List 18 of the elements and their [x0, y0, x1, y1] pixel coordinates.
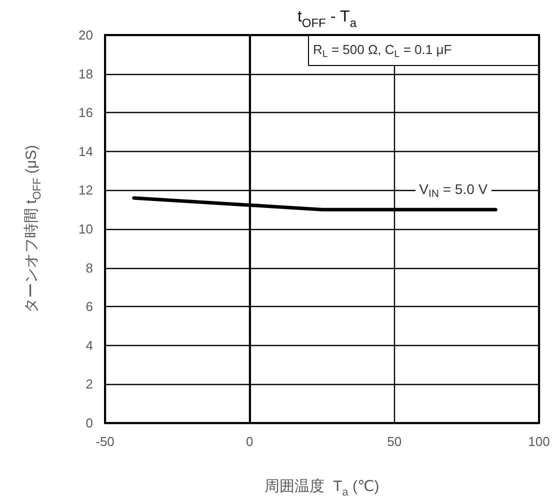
- y-axis-title: ターンオフ時間 tOFF (μS): [23, 144, 44, 314]
- x-tick-label: 50: [387, 434, 402, 449]
- annotation: R$_{L}$ = 500 Ω, C$_{L}$ = 0.1 μF: [313, 42, 452, 60]
- y-tick-label: 10: [78, 222, 93, 236]
- y-tick-label: 14: [78, 144, 93, 159]
- y-tick-label: 8: [86, 260, 93, 276]
- series-label: V$_{IN}$ = 5.0 V: [415, 180, 492, 200]
- x-tick-label: 0: [246, 434, 254, 449]
- y-tick-label: 2: [86, 376, 93, 392]
- y-tick-label: 0: [86, 416, 93, 430]
- x-tick-label: 100: [528, 434, 550, 449]
- x-tick-label: -50: [96, 434, 114, 449]
- y-tick-label: 16: [78, 105, 93, 120]
- y-tick-label: 6: [86, 299, 93, 314]
- y-tick-label: 18: [78, 66, 93, 82]
- y-tick-label: 12: [78, 182, 93, 198]
- y-tick-label: 4: [86, 338, 93, 353]
- y-tick-label: 20: [78, 28, 93, 42]
